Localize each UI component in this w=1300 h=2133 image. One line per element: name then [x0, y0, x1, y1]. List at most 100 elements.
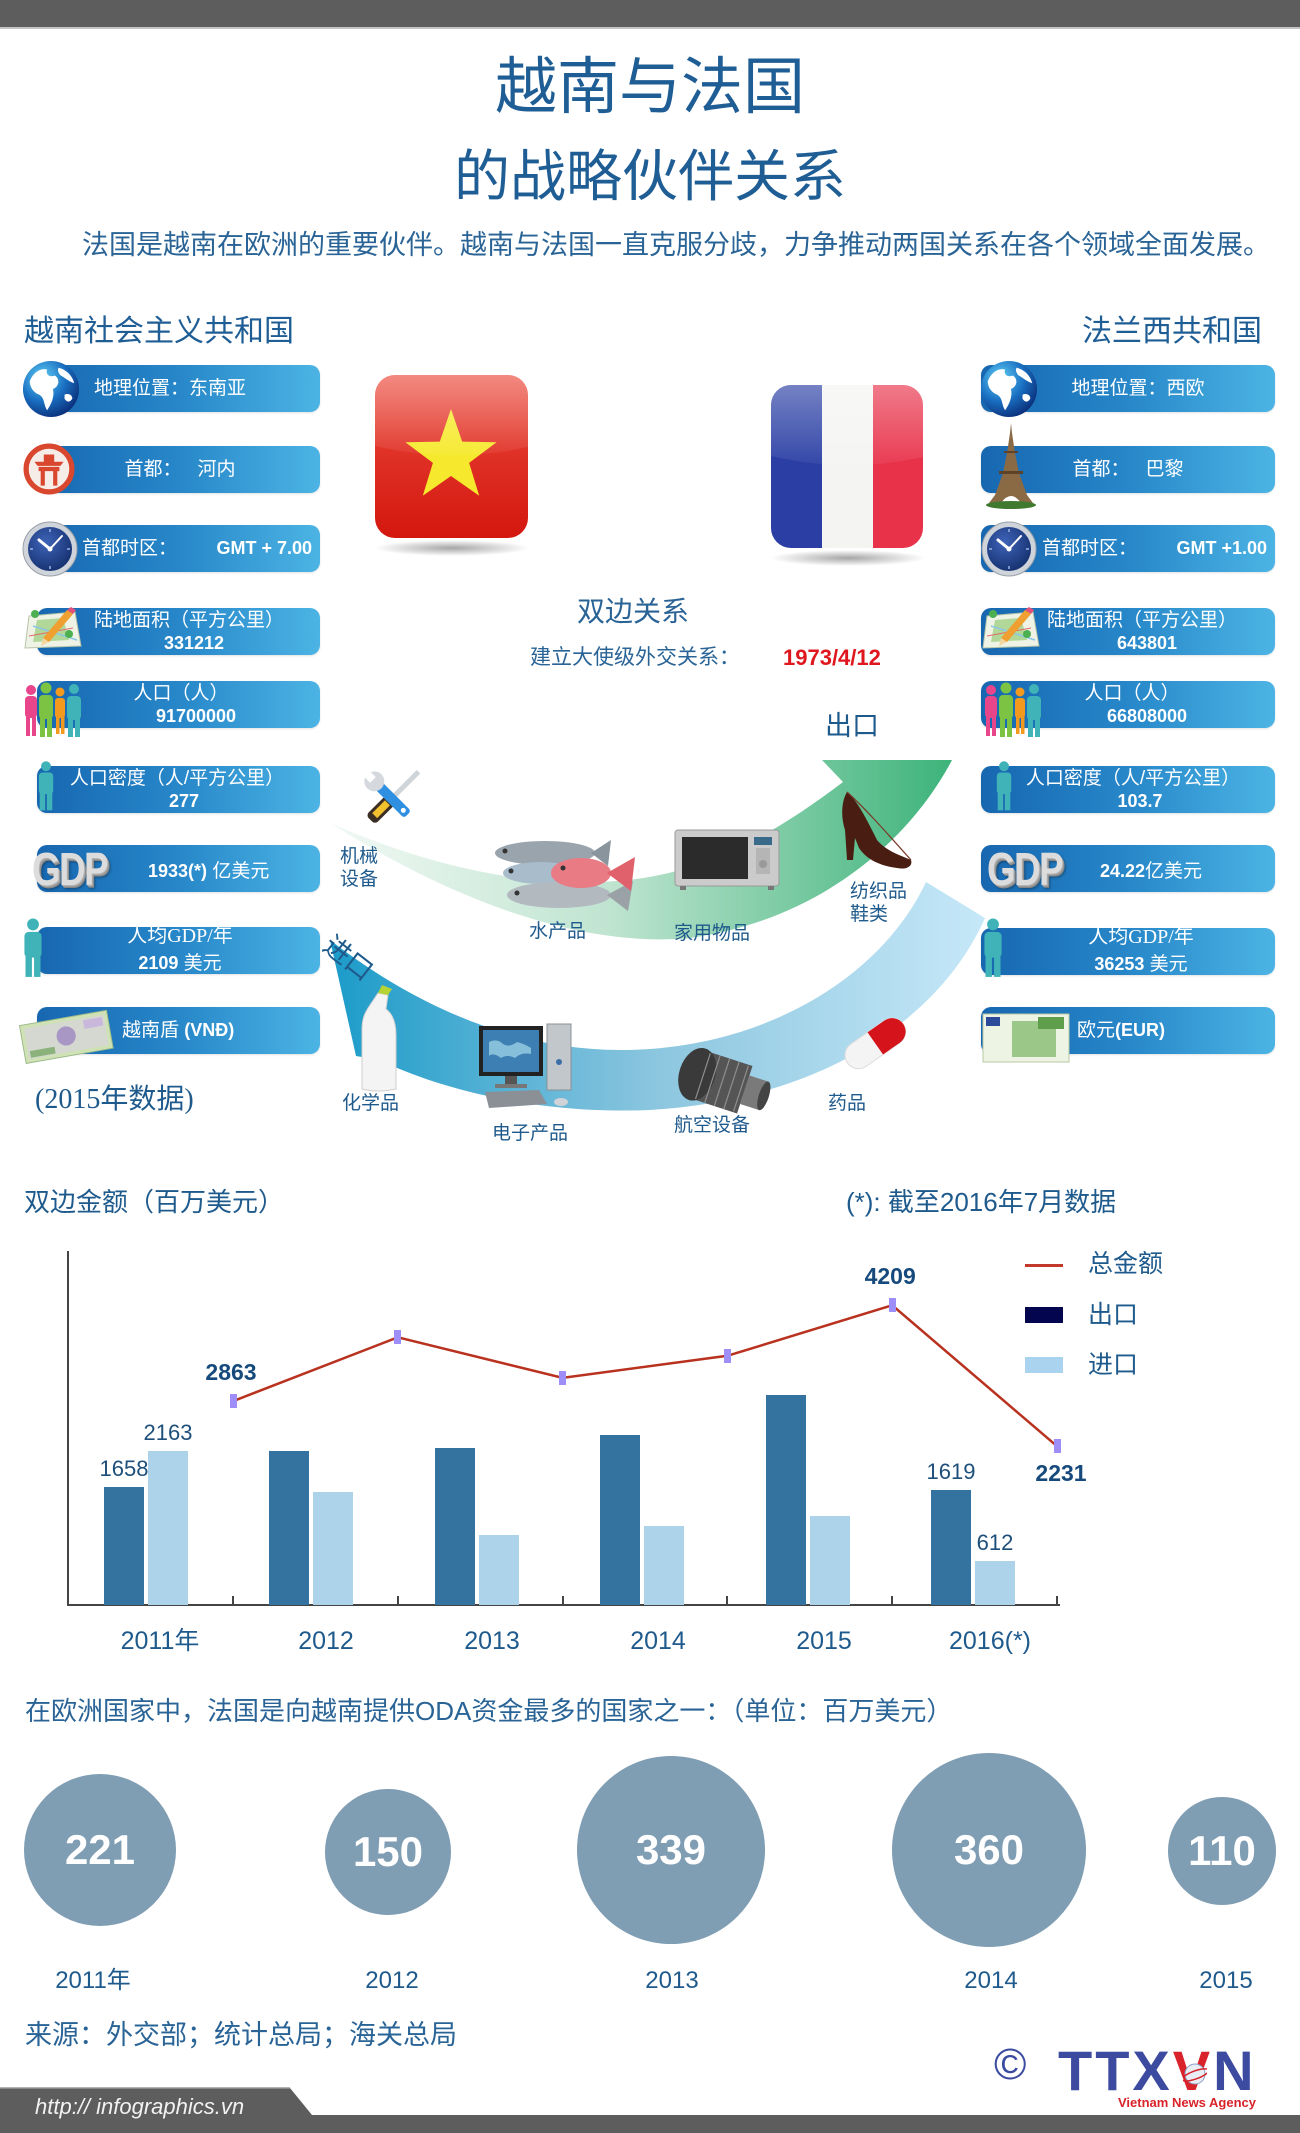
x-axis-tick — [561, 1596, 564, 1605]
top-bar — [0, 0, 1300, 29]
stat-text: 2109 美元 — [77, 952, 283, 975]
legend-swatch-export — [1025, 1307, 1063, 1323]
x-axis-tick — [891, 1596, 894, 1605]
total-value-label: 4209 — [864, 1263, 916, 1290]
france-flag — [764, 382, 932, 572]
export-bar — [931, 1489, 971, 1605]
microwave-icon — [674, 828, 780, 892]
stat-label: 越南盾 — [122, 1020, 180, 1041]
export-bar — [765, 1394, 806, 1605]
fr-stat-gdp: 24.22亿美元 — [981, 845, 1275, 892]
stat-unit: 亿美元 — [1145, 861, 1203, 882]
globe-icon — [980, 360, 1038, 418]
gdp-3d-icon: GDP — [987, 843, 1064, 895]
oda-bubble: 360 — [891, 1752, 1087, 1948]
x-axis-tick — [1056, 1596, 1058, 1605]
stat-value: 2109 — [138, 953, 179, 973]
import-bar — [148, 1450, 188, 1605]
import-value-label: 2163 — [143, 1419, 193, 1445]
import-bar — [644, 1525, 685, 1605]
oda-year-label: 2011年 — [55, 1967, 131, 1994]
gdp-3d-icon: GDP — [32, 843, 109, 895]
stat-value: 河内 — [197, 459, 236, 480]
france-heading: 法兰西共和国 — [1082, 315, 1262, 348]
export-bar — [104, 1486, 144, 1605]
stat-value: 91700000 — [155, 706, 237, 726]
total-marker — [888, 1298, 896, 1313]
stat-label: 人口密度（人/平方公里） — [1025, 768, 1241, 789]
export-item-label: 机械 设备 — [340, 846, 379, 890]
person-icon — [982, 918, 1004, 978]
stat-label: 陆地面积（平方公里） — [93, 610, 284, 631]
ttxvn-logo: TTXVN — [1058, 2039, 1257, 2102]
trade-chart-note: (*): 截至2016年7月数据 — [846, 1187, 1117, 1217]
stat-label: 陆地面积（平方公里） — [1046, 610, 1237, 631]
people-group-icon — [982, 682, 1044, 738]
total-marker — [723, 1348, 731, 1363]
total-marker — [229, 1394, 237, 1409]
stat-value: 1933(*) — [148, 861, 208, 881]
vn-stat-area: 陆地面积（平方公里） 331212 — [37, 608, 320, 655]
relation-date: 1973/4/12 — [783, 645, 881, 670]
stat-label: 人均GDP/年 — [1088, 926, 1194, 948]
x-axis-label: 2011年 — [120, 1627, 200, 1655]
import-bar — [809, 1516, 850, 1605]
stat-text: 36253 美元 — [1031, 953, 1251, 976]
vn-stat-gdp: 1933(*) 亿美元 — [37, 845, 320, 892]
bilateral-title: 双边关系 — [577, 596, 690, 627]
fr-stat-density: 人口密度（人/平方公里） 103.7 — [981, 766, 1275, 813]
stat-label: 人均GDP/年 — [127, 925, 233, 947]
stat-label: 地理位置：西欧 — [1071, 378, 1205, 399]
stat-text: 越南盾 (VNĐ) — [122, 1007, 234, 1054]
stat-value: 643801 — [1116, 633, 1178, 653]
high-heel-shoe-icon — [837, 790, 915, 870]
source-text: 来源：外交部；统计总局；海关总局 — [25, 2020, 457, 2050]
trade-chart: 1658 2163 2011年 2012 2013 2014 2015 1619 612 2016… — [0, 1230, 1300, 1670]
clock-icon — [981, 521, 1037, 577]
vn-stat-location: 地理位置：东南亚 — [37, 365, 320, 412]
computer-icon — [477, 1022, 579, 1110]
oda-bubble: 110 — [1168, 1797, 1276, 1905]
export-item-label: 家用物品 — [674, 923, 751, 944]
export-bar — [269, 1451, 310, 1605]
stat-text: 24.22亿美元 — [1100, 845, 1202, 898]
export-bar — [600, 1434, 641, 1605]
export-value-label: 1658 — [99, 1455, 149, 1481]
vn-stat-gdp-per-capita: 人均GDP/年 2109 美元 — [37, 925, 320, 975]
website-link[interactable]: http:// infographics.vn — [35, 2094, 245, 2119]
total-value-label: 2863 — [205, 1359, 257, 1386]
clock-icon — [22, 521, 78, 577]
stat-label: 首都时区： — [82, 538, 178, 559]
page-subtitle: 法国是越南在欧洲的重要伙伴。越南与法国一直克服分歧，力争推动两国关系在各个领域全… — [82, 230, 1270, 260]
stat-value: 331212 — [163, 633, 225, 653]
x-axis-label: 2014 — [630, 1627, 686, 1655]
export-value-label: 1619 — [926, 1458, 976, 1484]
oda-year-label: 2012 — [365, 1967, 419, 1994]
stat-unit: 美元 — [183, 953, 222, 974]
vn-stat-timezone: 首都时区： GMT + 7.00 — [37, 525, 320, 572]
logo-globe-icon — [1183, 2062, 1207, 2086]
total-line — [232, 1303, 1058, 1448]
export-label: 出口 — [825, 711, 879, 741]
page-title-line2: 的战略伙伴关系 — [454, 147, 846, 209]
jet-engine-icon — [668, 1045, 774, 1120]
x-axis — [67, 1604, 1060, 1606]
import-item-label: 药品 — [828, 1093, 867, 1114]
footer-bar — [0, 2087, 1300, 2133]
stat-text: 首都： 巴黎 — [1031, 446, 1225, 493]
trade-chart-title: 双边金额（百万美元） — [24, 1187, 285, 1217]
stat-label: 首都时区： — [1042, 538, 1138, 559]
total-marker — [394, 1330, 402, 1345]
total-marker — [1053, 1439, 1061, 1454]
vn-stat-population: 人口（人） 91700000 — [37, 681, 320, 728]
stat-value: 巴黎 — [1145, 459, 1184, 480]
stat-unit: 美元 — [1149, 954, 1188, 975]
total-marker — [559, 1370, 567, 1385]
stat-text: 欧元(EUR) — [1077, 1007, 1165, 1054]
page-title: 越南与法国 — [494, 54, 805, 122]
vietnam-flag — [368, 372, 536, 562]
fr-stat-gdp-per-capita: 人均GDP/年 36253 美元 — [981, 926, 1275, 976]
oda-bubble: 339 — [576, 1755, 766, 1945]
import-value-label: 612 — [976, 1530, 1014, 1556]
stat-label: 首都： — [124, 459, 182, 480]
